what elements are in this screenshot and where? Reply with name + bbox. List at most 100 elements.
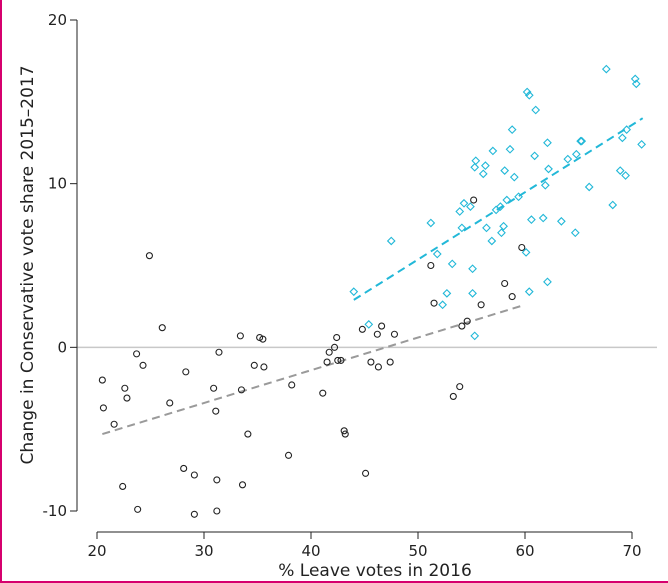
data-point	[621, 171, 630, 180]
data-point	[505, 144, 515, 154]
data-point	[456, 383, 464, 391]
data-point	[319, 389, 327, 397]
data-point	[468, 264, 477, 274]
data-point	[325, 348, 333, 356]
data-point	[524, 90, 534, 100]
axes: 20 30 40 50 60 70 -10 0 10 20	[43, 11, 657, 560]
data-point	[334, 356, 342, 364]
data-point	[508, 293, 516, 301]
y-tick-label: -10	[43, 502, 68, 520]
data-point	[145, 252, 153, 260]
data-point	[527, 215, 536, 225]
data-point	[502, 195, 512, 205]
data-point	[471, 156, 481, 166]
data-point	[631, 79, 641, 89]
data-point	[374, 363, 382, 371]
data-point	[458, 322, 466, 330]
data-point	[99, 404, 107, 412]
data-point	[509, 172, 519, 182]
data-point	[499, 221, 508, 231]
y-tick-label: 20	[48, 11, 67, 29]
x-tick-label: 20	[87, 542, 106, 560]
data-point	[330, 343, 339, 351]
data-point	[522, 87, 532, 97]
data-point	[543, 138, 552, 148]
x-tick-label: 50	[408, 542, 427, 560]
data-point	[139, 361, 147, 369]
data-point	[373, 330, 381, 338]
data-point	[622, 125, 632, 135]
data-point	[530, 151, 540, 161]
data-point	[524, 287, 534, 297]
data-point	[521, 248, 531, 257]
data-point	[123, 394, 131, 402]
data-point	[577, 136, 587, 146]
data-point	[531, 105, 541, 115]
data-point	[615, 166, 625, 175]
data-point	[430, 299, 438, 307]
data-point	[362, 469, 370, 477]
data-point	[244, 430, 252, 438]
data-point	[323, 358, 331, 366]
data-point	[438, 300, 447, 310]
data-point	[457, 223, 467, 233]
data-point	[427, 261, 435, 270]
trendlines	[102, 117, 644, 436]
data-point	[284, 451, 293, 459]
data-point	[166, 399, 174, 407]
data-point	[378, 322, 386, 330]
data-point	[470, 331, 480, 341]
data-point	[584, 182, 594, 192]
data-point	[358, 325, 366, 333]
data-point	[250, 361, 258, 369]
data-point	[501, 279, 509, 288]
data-point	[540, 180, 550, 190]
data-point	[514, 192, 523, 202]
data-point	[133, 350, 141, 358]
data-point	[212, 407, 220, 415]
data-point	[557, 216, 566, 226]
data-point	[98, 376, 106, 384]
data-point	[182, 368, 190, 376]
data-point	[544, 164, 553, 174]
data-point	[134, 505, 142, 513]
data-point	[119, 482, 127, 491]
x-axis-title: % Leave votes in 2016	[278, 561, 472, 581]
data-point	[468, 288, 477, 298]
data-point	[390, 330, 399, 338]
data-point	[237, 386, 245, 394]
x-tick-label: 60	[515, 542, 534, 560]
y-axis-title: Change in Conservative vote share 2015–2…	[18, 65, 38, 464]
data-point	[432, 249, 442, 259]
data-point	[459, 198, 469, 208]
data-point	[570, 228, 580, 238]
x-tick-label: 40	[301, 542, 320, 560]
data-point	[110, 420, 118, 428]
x-tick-label: 30	[194, 542, 213, 560]
data-point	[543, 277, 552, 287]
data-point	[538, 213, 548, 223]
data-point	[442, 288, 452, 298]
trendline	[102, 303, 526, 436]
data-point	[470, 162, 480, 172]
data-point	[463, 317, 471, 325]
data-point	[236, 332, 244, 340]
data-point	[259, 335, 267, 343]
data-point	[608, 200, 618, 210]
data-point	[337, 356, 345, 364]
y-tick-label: 10	[48, 175, 67, 193]
data-point	[455, 207, 465, 216]
data-point	[213, 476, 221, 484]
data-point	[496, 202, 505, 211]
data-point	[121, 384, 129, 392]
data-point	[386, 358, 394, 366]
data-point	[470, 196, 478, 204]
data-point	[288, 381, 296, 389]
data-point	[482, 223, 491, 233]
data-point	[563, 154, 573, 164]
data-point	[500, 166, 510, 175]
data-point	[215, 348, 223, 356]
data-point	[630, 74, 640, 84]
data-point	[617, 133, 627, 143]
